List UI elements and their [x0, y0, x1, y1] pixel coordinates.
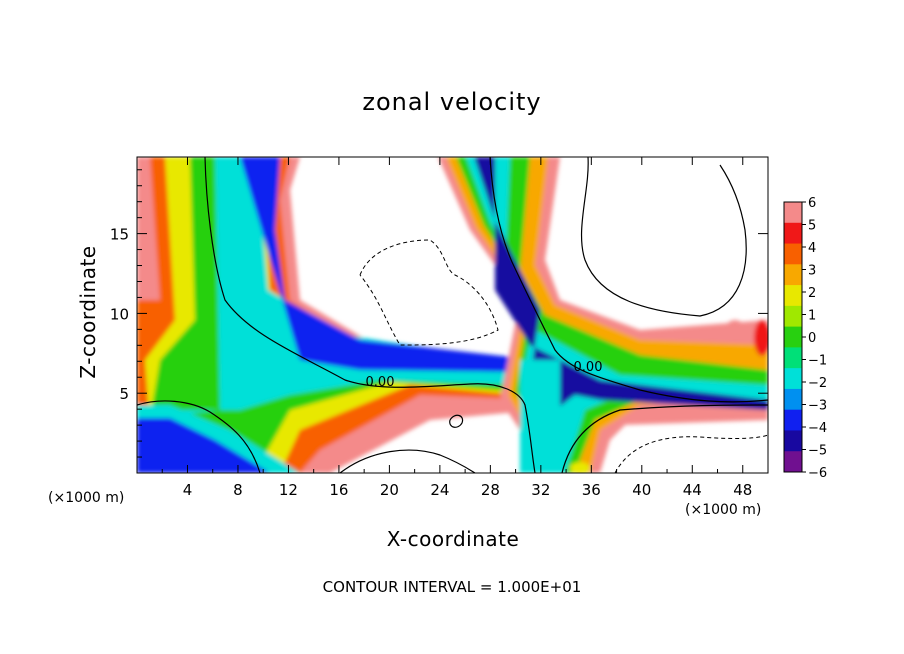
band-blob [570, 462, 590, 473]
contour-lines: 0.00 0.00 [137, 157, 768, 473]
colorbar-swatch-3 [784, 264, 802, 286]
x-tick-label-4: 20 [380, 481, 399, 499]
colorbar-label-9: −3 [808, 399, 827, 414]
contour-label-1: 0.00 [574, 360, 603, 375]
colorbar-swatch-10 [784, 409, 802, 431]
x-tick-label-11: 48 [733, 481, 752, 499]
colorbar-label-11: −5 [808, 444, 827, 459]
colorbar-label-7: −1 [808, 354, 827, 369]
x-tick-label-3: 16 [329, 481, 348, 499]
velocity-field [137, 157, 768, 473]
x-axis: 4 8 12 16 20 24 28 32 36 40 44 48 [161, 157, 752, 499]
colorbar-swatch-7 [784, 347, 802, 369]
band-left-5 [240, 157, 520, 372]
x-tick-label-1: 8 [233, 481, 243, 499]
y-tick-label-2: 15 [110, 226, 129, 244]
colorbar-label-3: 3 [808, 264, 816, 279]
contour-loop-mid [449, 414, 464, 428]
colorbar-label-0: 6 [808, 196, 816, 211]
colorbar-swatch-5 [784, 305, 802, 328]
x-axis-label: X-coordinate [386, 527, 520, 551]
colorbar-label-5: 1 [808, 309, 816, 324]
colorbar-label-10: −4 [808, 421, 827, 436]
contour-left-zero [204, 157, 536, 473]
band-lowerleft-1 [137, 418, 270, 473]
colorbar-swatch-1 [784, 222, 802, 245]
x-tick-label-7: 32 [531, 481, 550, 499]
contour-right-zero [489, 157, 768, 403]
contour-right-lower [561, 404, 768, 473]
x-tick-label-2: 12 [279, 481, 298, 499]
contour-label-0: 0.00 [366, 375, 395, 390]
y-axis: 5 10 15 [110, 169, 768, 458]
x-tick-label-0: 4 [183, 481, 193, 499]
colorbar-swatch-12 [784, 451, 802, 473]
colorbar-swatch-2 [784, 243, 802, 265]
y-axis-label: Z-coordinate [76, 245, 100, 379]
plot-frame [136, 156, 769, 474]
x-tick-label-9: 40 [632, 481, 651, 499]
x-tick-label-10: 44 [683, 481, 702, 499]
colorbar: 6 5 4 3 2 1 0 −1 −2 −3 −4 −5 −6 [783, 196, 827, 481]
contour-dashed-right [614, 434, 768, 473]
colorbar-label-1: 5 [808, 219, 816, 234]
band-spot-0 [727, 320, 743, 332]
y-tick-label-0: 5 [119, 385, 129, 403]
y-axis-unit: (×1000 m) [48, 490, 125, 506]
colorbar-swatch-9 [784, 388, 802, 411]
contour-bottom-mid [339, 449, 476, 473]
colorbar-label-12: −6 [808, 466, 827, 481]
colorbar-label-6: 0 [808, 331, 816, 346]
contour-upper-right [580, 157, 747, 317]
field-bands [137, 157, 768, 473]
x-axis-unit: (×1000 m) [685, 502, 762, 518]
contour-lower-left [137, 400, 261, 473]
x-tick-label-8: 36 [582, 481, 601, 499]
x-tick-label-6: 28 [481, 481, 500, 499]
colorbar-swatch-4 [784, 285, 802, 307]
chart-title: zonal velocity [362, 88, 542, 116]
colorbar-label-2: 4 [808, 241, 816, 256]
colorbar-swatch-0 [784, 202, 802, 224]
x-tick-label-5: 24 [430, 481, 449, 499]
contour-interval-note: CONTOUR INTERVAL = 1.000E+01 [322, 578, 582, 596]
colorbar-swatch-6 [784, 326, 802, 348]
y-tick-label-1: 10 [110, 305, 129, 323]
band-core [520, 360, 560, 473]
colorbar-label-8: −2 [808, 376, 827, 391]
colorbar-swatch-8 [784, 368, 802, 390]
colorbar-swatch-11 [784, 430, 802, 452]
colorbar-label-4: 2 [808, 286, 816, 301]
contour-dashed-mid [359, 239, 499, 346]
band-spot-1 [754, 320, 768, 356]
